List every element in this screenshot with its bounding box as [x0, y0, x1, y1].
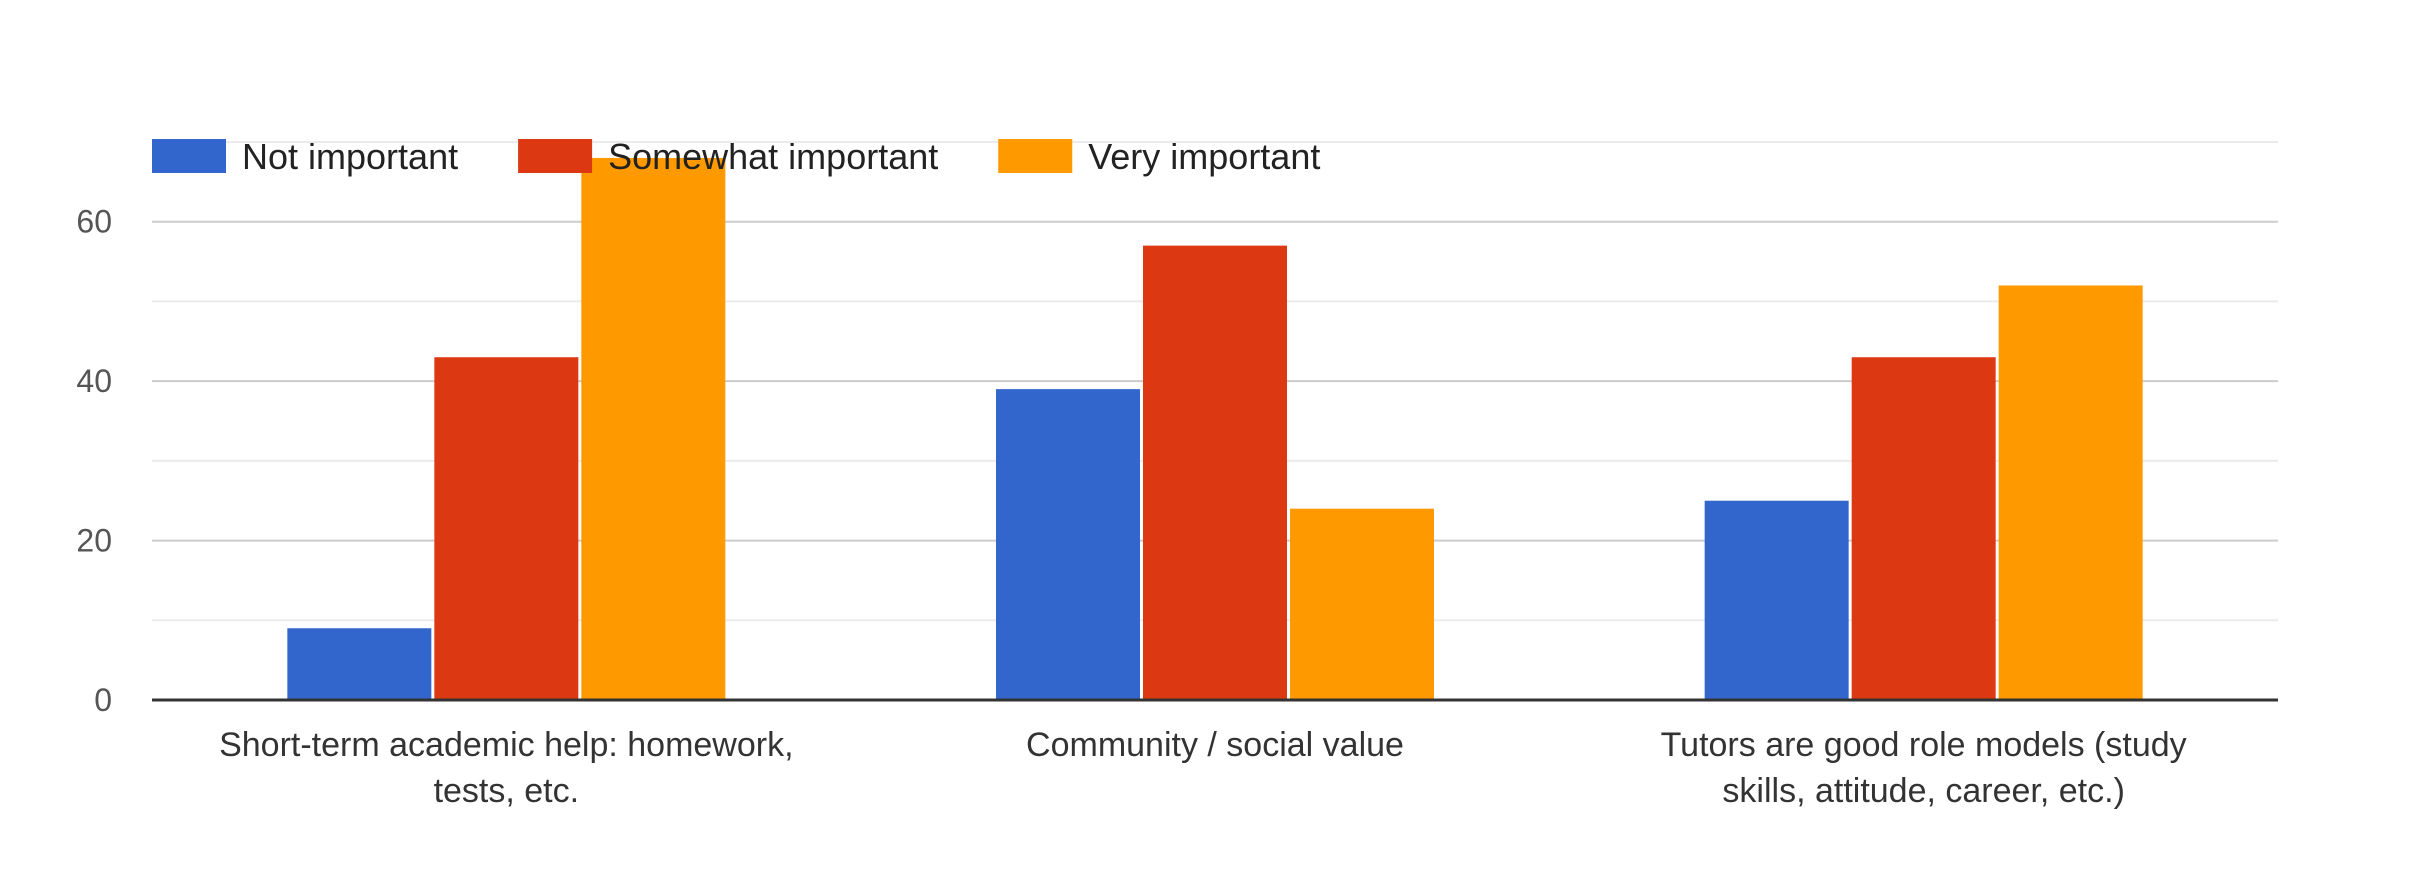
legend-item[interactable]: Very important — [998, 136, 1320, 177]
x-category-label: Tutors are good role models (study skills… — [1661, 726, 2187, 810]
x-category-label: Short-term academic help: homework, tests… — [219, 726, 793, 810]
bar[interactable] — [581, 157, 726, 700]
bar[interactable] — [1704, 500, 1849, 700]
bar[interactable] — [434, 357, 579, 700]
legend-swatch — [998, 139, 1073, 173]
y-axis-ticks: 0 20 40 60 — [76, 204, 112, 718]
legend-swatch — [518, 139, 593, 173]
x-category-label-line: tests, etc. — [434, 772, 580, 810]
y-tick-label: 60 — [76, 204, 112, 240]
y-tick-label: 40 — [76, 363, 112, 399]
bar[interactable] — [996, 389, 1140, 700]
legend-item[interactable]: Somewhat important — [518, 136, 938, 177]
bar[interactable] — [1998, 285, 2143, 700]
x-category-label-line: skills, attitude, career, etc.) — [1722, 772, 2125, 810]
x-category-label-line: Tutors are good role models (study — [1661, 726, 2187, 764]
bar[interactable] — [1143, 245, 1287, 700]
x-category-label-line: Community / social value — [1026, 726, 1404, 764]
x-axis-categories: Short-term academic help: homework, tests… — [219, 726, 2187, 810]
x-category-label-line: Short-term academic help: homework, — [219, 726, 793, 764]
y-tick-label: 20 — [76, 523, 112, 559]
x-category-label: Community / social value — [1026, 726, 1404, 764]
legend: Not important Somewhat important Very impo… — [152, 136, 1320, 177]
legend-label: Very important — [1088, 136, 1320, 177]
bar[interactable] — [1851, 357, 1996, 700]
bar[interactable] — [287, 628, 432, 700]
legend-label: Somewhat important — [608, 136, 938, 177]
legend-swatch — [152, 139, 226, 173]
bar[interactable] — [1290, 508, 1434, 700]
y-tick-label: 0 — [94, 682, 112, 718]
bars — [287, 157, 2143, 700]
legend-label: Not important — [242, 136, 458, 177]
legend-item[interactable]: Not important — [152, 136, 458, 177]
